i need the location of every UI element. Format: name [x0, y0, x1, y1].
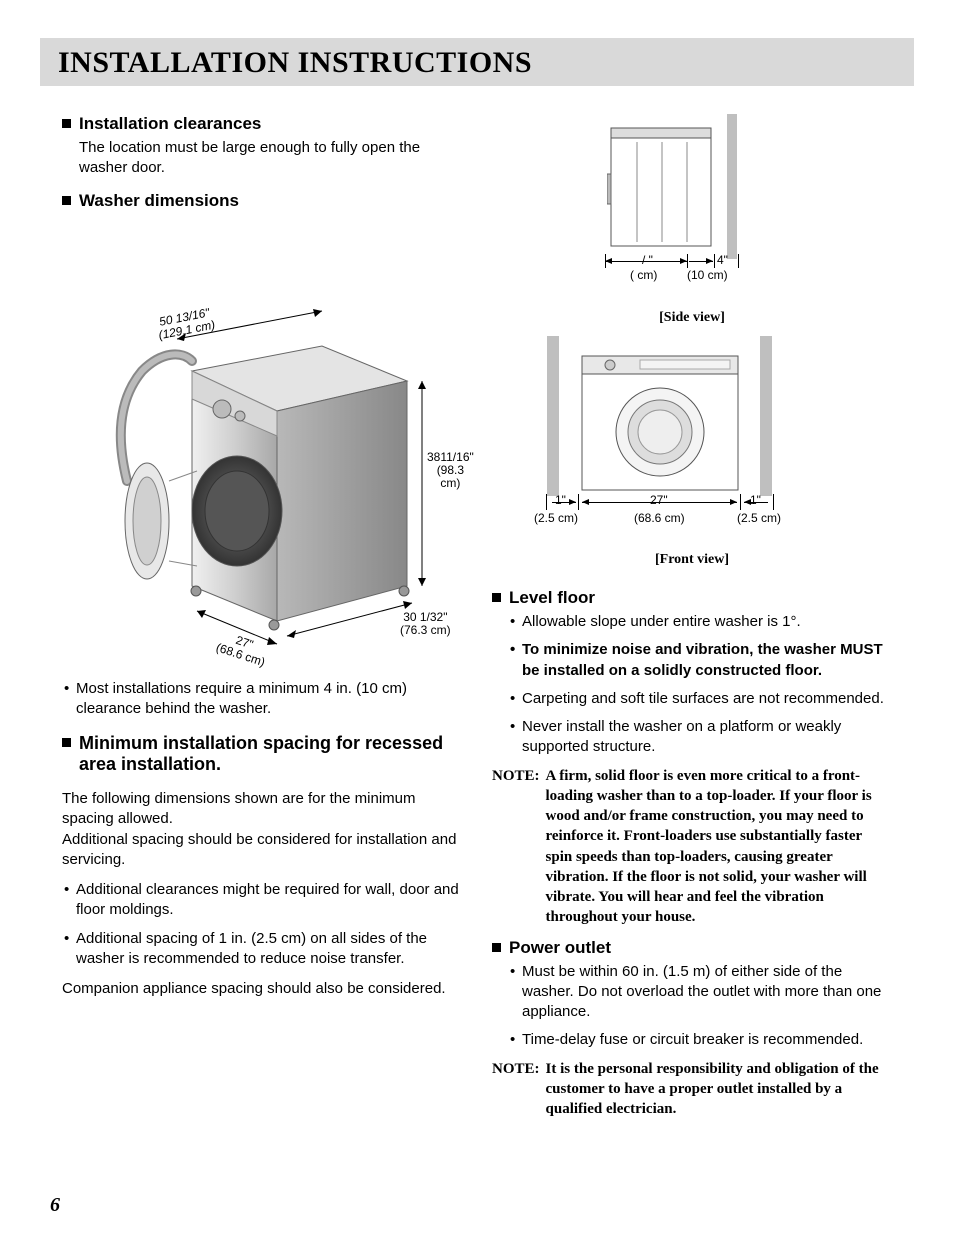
square-bullet-icon: [62, 119, 71, 128]
section-level-floor: Level floor: [492, 588, 892, 608]
list-item: Never install the washer on a platform o…: [510, 717, 892, 758]
dim-height: 3811/16"(98.3 cm): [427, 451, 474, 491]
fv-gap-l: 1": [555, 494, 566, 507]
list-item: Time-delay fuse or circuit breaker is re…: [510, 1030, 892, 1050]
list-item: Allowable slope under entire washer is 1…: [510, 612, 892, 632]
left-column: Installation clearances The location mus…: [62, 114, 462, 1129]
note-text: It is the personal responsibility and ob…: [546, 1059, 892, 1120]
text: The following dimensions shown are for t…: [62, 790, 416, 827]
washer-svg: [62, 221, 462, 661]
side-view-diagram: / " ( cm) 4" (10 cm): [492, 114, 892, 304]
list-item: Additional spacing of 1 in. (2.5 cm) on …: [64, 929, 462, 970]
square-bullet-icon: [492, 593, 501, 602]
section-clearances: Installation clearances: [62, 114, 462, 134]
columns: Installation clearances The location mus…: [40, 114, 914, 1129]
heading-clearances: Installation clearances: [79, 114, 261, 134]
washer-dimensions-diagram: 50 13/16"(129.1 cm) 3811/16"(98.3 cm) 30…: [62, 221, 462, 661]
fv-gap-r-cm: (2.5 cm): [737, 512, 781, 525]
body-clearances: The location must be large enough to ful…: [79, 138, 462, 179]
wall: [727, 114, 737, 259]
heading-dimensions: Washer dimensions: [79, 191, 239, 211]
list-item: Must be within 60 in. (1.5 m) of either …: [510, 962, 892, 1023]
list-item: To minimize noise and vibration, the was…: [510, 640, 892, 681]
heading-power-outlet: Power outlet: [509, 938, 611, 958]
side-gap-back-cm: (10 cm): [687, 269, 728, 282]
side-gap-front-cm: ( cm): [630, 269, 657, 282]
washer-front-svg: [580, 354, 740, 494]
clearance-note: Most installations require a minimum 4 i…: [64, 679, 462, 720]
clearance-note-list: Most installations require a minimum 4 i…: [64, 679, 462, 720]
level-floor-bullets: Allowable slope under entire washer is 1…: [510, 612, 892, 758]
list-item: Additional clearances might be required …: [64, 880, 462, 921]
front-view-diagram: 1" (2.5 cm) 27" (68.6 cm) 1" (2.5 cm): [492, 336, 892, 546]
dim-depth: 30 1/32"(76.3 cm): [400, 611, 451, 637]
square-bullet-icon: [62, 196, 71, 205]
heading-level-floor: Level floor: [509, 588, 595, 608]
fv-gap-r: 1": [750, 494, 761, 507]
note-label: NOTE:: [492, 766, 540, 928]
min-spacing-bullets: Additional clearances might be required …: [64, 880, 462, 969]
note-label: NOTE:: [492, 1059, 540, 1120]
section-dimensions: Washer dimensions: [62, 191, 462, 211]
min-spacing-p1: The following dimensions shown are for t…: [62, 789, 462, 870]
page-title: INSTALLATION INSTRUCTIONS: [58, 46, 896, 80]
page-number: 6: [50, 1194, 60, 1217]
section-min-spacing: Minimum installation spacing for recesse…: [62, 733, 462, 775]
power-outlet-note: NOTE: It is the personal responsibility …: [492, 1059, 892, 1120]
side-gap-back: 4": [717, 254, 728, 267]
side-gap-front: / ": [642, 254, 653, 267]
fv-gap-l-cm: (2.5 cm): [534, 512, 578, 525]
level-floor-note: NOTE: A firm, solid floor is even more c…: [492, 766, 892, 928]
fv-width-cm: (68.6 cm): [634, 512, 685, 525]
text: Additional spacing should be considered …: [62, 831, 456, 868]
square-bullet-icon: [62, 738, 71, 747]
heading-min-spacing: Minimum installation spacing for recesse…: [79, 733, 462, 775]
front-view-label: [Front view]: [492, 552, 892, 568]
note-text: A firm, solid floor is even more critica…: [546, 766, 892, 928]
fv-width: 27": [650, 494, 668, 507]
title-bar: INSTALLATION INSTRUCTIONS: [40, 38, 914, 86]
wall-left: [547, 336, 559, 496]
power-outlet-bullets: Must be within 60 in. (1.5 m) of either …: [510, 962, 892, 1051]
min-spacing-p3: Companion appliance spacing should also …: [62, 979, 462, 999]
section-power-outlet: Power outlet: [492, 938, 892, 958]
square-bullet-icon: [492, 943, 501, 952]
side-view-label: [Side view]: [492, 310, 892, 326]
right-column: / " ( cm) 4" (10 cm) [Side view]: [492, 114, 892, 1129]
washer-side-svg: [607, 124, 717, 252]
wall-right: [760, 336, 772, 496]
list-item: Carpeting and soft tile surfaces are not…: [510, 689, 892, 709]
